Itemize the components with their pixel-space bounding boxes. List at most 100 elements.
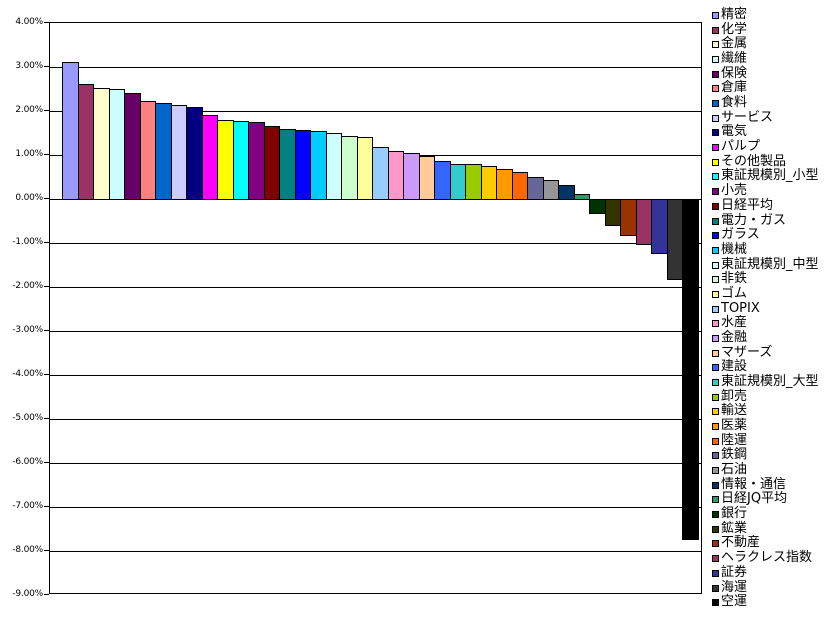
legend-item-倉庫: 倉庫	[712, 81, 747, 95]
legend-item-機械: 機械	[712, 243, 747, 257]
legend-swatch-icon	[712, 554, 719, 562]
legend-item-東証規模別_中型: 東証規模別_中型	[712, 258, 819, 272]
legend-item-金属: 金属	[712, 37, 747, 51]
legend-label: その他製品	[721, 154, 787, 169]
legend-item-海運: 海運	[712, 581, 747, 595]
bar-建設	[434, 161, 451, 200]
y-axis-tick	[44, 22, 49, 23]
legend-swatch-icon	[712, 363, 719, 371]
legend-label: 東証規模別_小型	[721, 168, 819, 183]
legend-label: 繊維	[721, 51, 748, 66]
legend-swatch-icon	[712, 319, 719, 327]
bar-石油	[543, 180, 559, 200]
y-tick-label: -2.00%	[12, 281, 43, 291]
legend-label: 卸売	[721, 389, 748, 404]
legend-item-精密: 精密	[712, 8, 747, 22]
legend-swatch-icon	[712, 349, 719, 357]
legend-label: ゴム	[721, 286, 748, 301]
bar-非鉄	[341, 136, 358, 200]
legend-swatch-icon	[712, 422, 719, 430]
legend-item-マザーズ: マザーズ	[712, 346, 772, 360]
bar-東証規模別_中型	[326, 133, 342, 200]
bar-銀行	[589, 199, 606, 214]
gridline	[50, 375, 701, 376]
legend-swatch-icon	[712, 407, 719, 415]
legend-label: 情報・通信	[721, 477, 787, 492]
legend-label: 金融	[721, 330, 748, 345]
y-axis-tick	[44, 374, 49, 375]
legend-swatch-icon	[712, 231, 719, 239]
bar-医薬	[496, 169, 513, 200]
legend-label: 電気	[721, 124, 748, 139]
legend-item-保険: 保険	[712, 67, 747, 81]
legend-label: 銀行	[721, 506, 748, 521]
y-tick-label: -8.00%	[12, 545, 43, 555]
legend-label: 精密	[721, 7, 748, 22]
bar-パルプ	[202, 115, 218, 200]
y-axis-tick	[44, 110, 49, 111]
legend-label: 日経平均	[721, 198, 774, 213]
bar-化学	[78, 84, 94, 200]
legend-item-建設: 建設	[712, 360, 747, 374]
bar-日経平均	[264, 126, 280, 200]
legend-label: 空運	[721, 594, 748, 609]
bar-水産	[388, 151, 404, 200]
bar-東証規模別_小型	[233, 121, 249, 200]
legend-swatch-icon	[712, 539, 719, 547]
legend-item-ガラス: ガラス	[712, 228, 760, 242]
legend-item-空運: 空運	[712, 595, 747, 609]
legend-item-輸送: 輸送	[712, 404, 747, 418]
legend-swatch-icon	[712, 598, 719, 606]
gridline	[50, 507, 701, 508]
legend-item-食料: 食料	[712, 96, 747, 110]
y-tick-label: -7.00%	[12, 501, 43, 511]
y-axis-tick	[44, 594, 49, 595]
gridline	[50, 243, 701, 244]
bar-陸運	[512, 172, 528, 200]
legend-swatch-icon	[712, 70, 719, 78]
y-tick-label: 1.00%	[15, 149, 43, 159]
legend-label: 建設	[721, 359, 748, 374]
legend-label: 倉庫	[721, 80, 748, 95]
legend-label: 鉄鋼	[721, 447, 748, 462]
gridline	[50, 67, 701, 68]
bar-情報・通信	[558, 185, 575, 200]
bar-機械	[310, 131, 327, 200]
y-tick-label: -4.00%	[12, 369, 43, 379]
legend-label: 日経JQ平均	[721, 491, 788, 506]
legend-item-不動産: 不動産	[712, 536, 760, 550]
legend-swatch-icon	[712, 569, 719, 577]
y-tick-label: 3.00%	[15, 61, 43, 71]
y-tick-label: -3.00%	[12, 325, 43, 335]
bar-輸送	[481, 166, 497, 200]
bar-金融	[403, 153, 420, 200]
legend-swatch-icon	[712, 143, 719, 151]
legend-swatch-icon	[712, 40, 719, 48]
legend-swatch-icon	[712, 26, 719, 34]
legend-item-パルプ: パルプ	[712, 140, 760, 154]
bar-ゴム	[357, 137, 373, 200]
y-axis-tick	[44, 506, 49, 507]
y-tick-label: -9.00%	[12, 589, 43, 599]
gridline	[50, 463, 701, 464]
legend-swatch-icon	[712, 495, 719, 503]
bar-サービス	[171, 105, 187, 200]
y-axis-tick	[44, 286, 49, 287]
legend-label: 証券	[721, 565, 748, 580]
legend-swatch-icon	[712, 114, 719, 122]
bar-鉱業	[605, 199, 621, 226]
y-tick-label: -1.00%	[12, 237, 43, 247]
legend-swatch-icon	[712, 187, 719, 195]
legend-swatch-icon	[712, 481, 719, 489]
legend-item-東証規模別_大型: 東証規模別_大型	[712, 375, 819, 389]
legend-swatch-icon	[712, 290, 719, 298]
legend-swatch-icon	[712, 172, 719, 180]
y-tick-label: 4.00%	[15, 17, 43, 27]
legend-label: 機械	[721, 242, 748, 257]
legend-swatch-icon	[712, 525, 719, 533]
legend-swatch-icon	[712, 275, 719, 283]
legend-item-ゴム: ゴム	[712, 287, 747, 301]
legend-swatch-icon	[712, 84, 719, 92]
legend-swatch-icon	[712, 128, 719, 136]
